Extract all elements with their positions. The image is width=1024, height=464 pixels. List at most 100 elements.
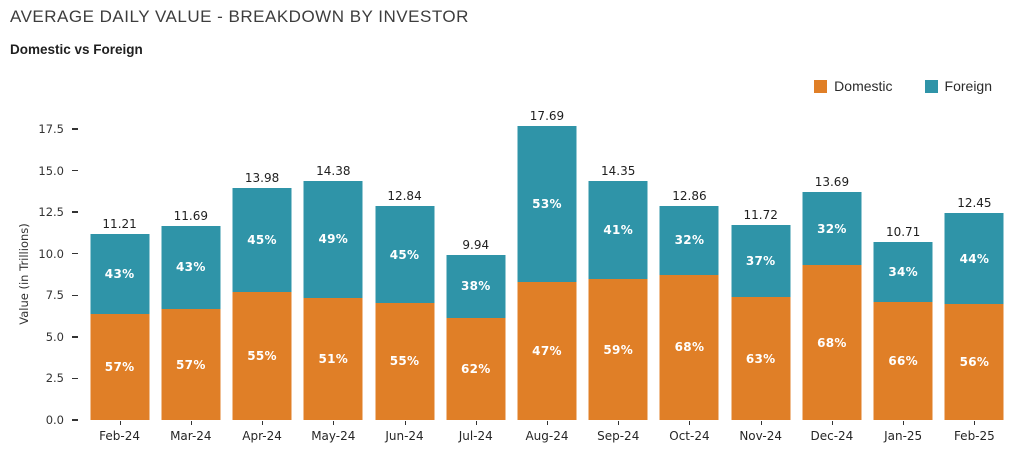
- x-tick-label-aug-24: Aug-24: [525, 429, 569, 443]
- total-value-label: 11.69: [173, 208, 208, 223]
- stacked-bar-mar-24[interactable]: 43% 57%: [161, 225, 221, 420]
- bar-segment-foreign-nov-24[interactable]: 37%: [731, 225, 791, 298]
- y-tick-label: 17.5: [38, 121, 64, 136]
- legend-swatch-foreign-icon: [924, 79, 938, 93]
- bar-segment-foreign-jan-25[interactable]: 34%: [873, 241, 933, 303]
- percent-label-domestic: 55%: [389, 354, 420, 369]
- bar-segment-domestic-jul-24[interactable]: 62%: [446, 317, 506, 420]
- bar-segment-foreign-jun-24[interactable]: 45%: [375, 206, 435, 303]
- bar-segment-domestic-oct-24[interactable]: 68%: [659, 274, 719, 420]
- total-value-label: 12.45: [957, 195, 992, 210]
- stacked-bar-jun-24[interactable]: 45% 55%: [375, 206, 435, 420]
- bar-group-nov-24: 37% 63% 11.72 Nov-24: [725, 0, 796, 443]
- bar-segment-domestic-sep-24[interactable]: 59%: [588, 279, 648, 420]
- total-value-label: 12.84: [387, 189, 422, 204]
- x-tick-mark: [974, 421, 976, 425]
- percent-label-foreign: 45%: [389, 247, 420, 262]
- bar-segment-domestic-dec-24[interactable]: 68%: [802, 265, 862, 420]
- x-tick-mark: [475, 421, 477, 425]
- y-tick-label: 5.0: [45, 329, 64, 344]
- percent-label-foreign: 45%: [247, 232, 277, 247]
- bar-group-feb-24: 43% 57% 11.21 Feb-24: [84, 0, 155, 443]
- x-tick-mark: [404, 421, 406, 425]
- stacked-bar-dec-24[interactable]: 32% 68%: [802, 192, 862, 420]
- y-tick-label: 15.0: [38, 163, 64, 178]
- bar-group-dec-24: 32% 68% 13.69 Dec-24: [796, 0, 867, 443]
- bar-segment-foreign-aug-24[interactable]: 53%: [517, 125, 577, 282]
- total-value-label: 13.98: [244, 170, 280, 185]
- bar-segment-foreign-oct-24[interactable]: 32%: [659, 206, 719, 275]
- bar-segment-domestic-apr-24[interactable]: 55%: [232, 292, 292, 420]
- x-tick-label-nov-24: Nov-24: [739, 429, 783, 443]
- percent-label-foreign: 32%: [674, 233, 705, 248]
- y-tick-label: 7.5: [45, 288, 64, 303]
- bar-group-sep-24: 41% 59% 14.35 Sep-24: [583, 0, 654, 443]
- bar-segment-domestic-jun-24[interactable]: 55%: [375, 302, 435, 420]
- x-tick-mark: [262, 421, 264, 425]
- percent-label-foreign: 38%: [460, 279, 491, 294]
- stacked-bar-jul-24[interactable]: 38% 62%: [446, 254, 506, 420]
- stacked-bar-may-24[interactable]: 49% 51%: [303, 180, 363, 420]
- x-tick-mark: [546, 421, 548, 425]
- bar-group-jan-25: 34% 66% 10.71 Jan-25: [868, 0, 939, 443]
- y-tick-label: 0.0: [45, 413, 64, 427]
- percent-label-domestic: 47%: [532, 343, 562, 358]
- total-value-label: 10.71: [885, 224, 921, 239]
- stacked-bar-feb-24[interactable]: 43% 57%: [90, 233, 150, 420]
- x-tick-mark: [689, 421, 691, 425]
- stacked-bar-nov-24[interactable]: 37% 63%: [731, 225, 791, 420]
- percent-label-domestic: 63%: [745, 351, 776, 366]
- x-tick-label-oct-24: Oct-24: [669, 429, 710, 443]
- bar-segment-domestic-mar-24[interactable]: 57%: [161, 309, 221, 420]
- x-tick-label-may-24: May-24: [311, 429, 356, 443]
- bar-segment-domestic-may-24[interactable]: 51%: [303, 298, 363, 420]
- bar-segment-domestic-nov-24[interactable]: 63%: [731, 297, 791, 420]
- percent-label-foreign: 32%: [817, 221, 847, 236]
- plot-area: 43% 57% 11.21 Feb-24 43% 57% 11.69 Mar-24 45% 55%…: [84, 0, 1010, 443]
- y-tick-label: 12.5: [38, 205, 64, 220]
- y-tick-label: 10.0: [38, 246, 64, 261]
- bar-group-apr-24: 45% 55% 13.98 Apr-24: [226, 0, 297, 443]
- x-tick-mark: [618, 421, 620, 425]
- bar-segment-domestic-jan-25[interactable]: 66%: [873, 302, 933, 420]
- x-tick-mark: [333, 421, 335, 425]
- stacked-bar-aug-24[interactable]: 53% 47%: [517, 125, 577, 420]
- legend: Domestic Foreign: [814, 78, 992, 94]
- percent-label-domestic: 51%: [318, 352, 349, 367]
- bar-segment-domestic-aug-24[interactable]: 47%: [517, 281, 577, 420]
- bar-segment-foreign-jul-24[interactable]: 38%: [446, 254, 506, 318]
- y-tick-mark: [72, 419, 78, 421]
- bar-segment-foreign-mar-24[interactable]: 43%: [161, 225, 221, 310]
- total-value-label: 9.94: [462, 237, 490, 252]
- bar-segment-foreign-dec-24[interactable]: 32%: [802, 192, 862, 266]
- total-value-label: 17.69: [529, 108, 565, 123]
- stacked-bar-sep-24[interactable]: 41% 59%: [588, 181, 648, 420]
- bar-group-may-24: 49% 51% 14.38 May-24: [298, 0, 369, 443]
- x-tick-label-sep-24: Sep-24: [597, 429, 640, 443]
- total-value-label: 14.38: [316, 163, 351, 178]
- bar-segment-foreign-may-24[interactable]: 49%: [303, 180, 363, 299]
- bar-segment-foreign-sep-24[interactable]: 41%: [588, 181, 648, 280]
- stacked-bar-oct-24[interactable]: 32% 68%: [659, 206, 719, 420]
- legend-label-foreign: Foreign: [944, 78, 992, 94]
- bar-group-aug-24: 53% 47% 17.69 Aug-24: [511, 0, 582, 443]
- stacked-bar-jan-25[interactable]: 34% 66%: [873, 241, 933, 420]
- bar-segment-domestic-feb-24[interactable]: 57%: [90, 313, 150, 420]
- bar-segment-foreign-apr-24[interactable]: 45%: [232, 187, 292, 293]
- x-tick-mark: [190, 421, 192, 425]
- legend-item-foreign[interactable]: Foreign: [924, 78, 992, 94]
- legend-item-domestic[interactable]: Domestic: [814, 78, 893, 94]
- percent-label-domestic: 68%: [674, 340, 705, 355]
- x-tick-label-feb-25: Feb-25: [953, 429, 995, 443]
- bar-segment-foreign-feb-25[interactable]: 44%: [944, 212, 1004, 305]
- y-tick-mark: [72, 252, 78, 255]
- bar-group-feb-25: 44% 56% 12.45 Feb-25: [939, 0, 1010, 443]
- bar-segment-domestic-feb-25[interactable]: 56%: [944, 304, 1004, 420]
- stacked-bar-apr-24[interactable]: 45% 55%: [232, 187, 292, 420]
- x-tick-label-mar-24: Mar-24: [170, 429, 212, 443]
- percent-label-domestic: 59%: [603, 342, 634, 357]
- percent-label-foreign: 43%: [176, 260, 206, 275]
- bar-segment-foreign-feb-24[interactable]: 43%: [90, 233, 150, 314]
- stacked-bar-feb-25[interactable]: 44% 56%: [944, 212, 1004, 420]
